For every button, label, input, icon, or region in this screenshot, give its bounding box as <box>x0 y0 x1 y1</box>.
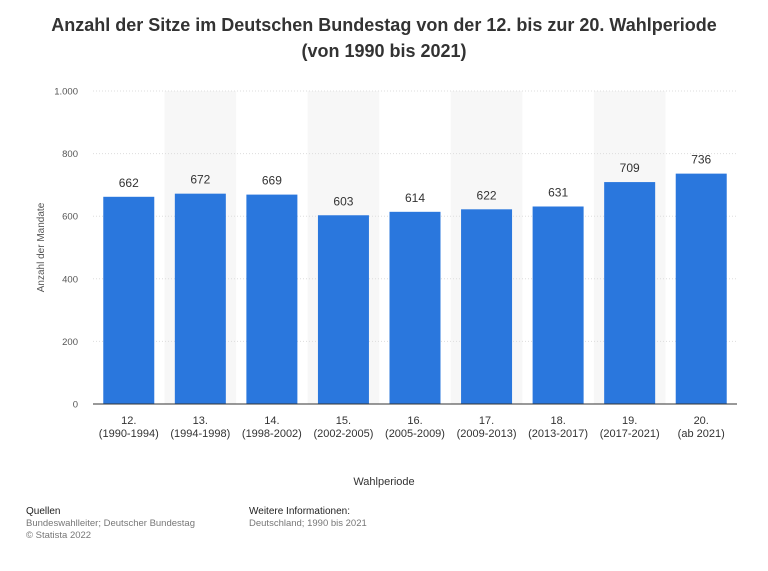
info-heading: Weitere Informationen: <box>249 506 350 517</box>
value-label: 622 <box>477 188 497 202</box>
sources-line: Bundeswahlleiter; Deutscher Bundestag <box>26 518 195 529</box>
x-tick-label: 17. (2009-2013) <box>457 415 517 440</box>
x-tick-label: 18. (2013-2017) <box>528 415 588 440</box>
bar <box>675 173 727 404</box>
value-labels: 662 672 669 603 614 622 631 709 736 <box>119 153 712 209</box>
y-axis-ticks: 0 200 400 600 800 1.000 <box>54 87 78 411</box>
sources-heading: Quellen <box>26 506 61 517</box>
copyright-line: © Statista 2022 <box>26 530 92 541</box>
value-label: 614 <box>405 191 425 205</box>
bar <box>389 211 441 404</box>
bar <box>532 206 584 404</box>
info-line: Deutschland; 1990 bis 2021 <box>249 518 367 529</box>
x-axis-ticks: 12. (1990-1994) 13. (1994-1998) 14. (1998-200… <box>99 415 725 440</box>
bar <box>604 182 656 404</box>
value-label: 662 <box>119 176 139 190</box>
x-tick-label: 15. (2002-2005) <box>313 415 373 440</box>
bar <box>103 196 155 404</box>
x-tick-label: 20. (ab 2021) <box>678 415 725 440</box>
y-tick-label: 600 <box>62 212 78 223</box>
x-tick-label: 13. (1994-1998) <box>170 415 230 440</box>
x-tick-label: 14. (1998-2002) <box>242 415 302 440</box>
y-tick-label: 1.000 <box>54 87 78 98</box>
bar <box>317 215 369 404</box>
bar <box>246 194 298 404</box>
x-axis-title: Wahlperiode <box>353 476 415 488</box>
y-tick-label: 200 <box>62 337 78 348</box>
bars <box>103 173 727 404</box>
y-tick-label: 400 <box>62 274 78 285</box>
bar <box>461 209 513 404</box>
bar <box>174 193 226 404</box>
y-axis-title: Anzahl der Mandate <box>36 202 47 292</box>
y-tick-label: 0 <box>73 400 78 411</box>
y-tick-label: 800 <box>62 149 78 160</box>
x-tick-label: 16. (2005-2009) <box>385 415 445 440</box>
x-tick-label: 12. (1990-1994) <box>99 415 159 440</box>
value-label: 631 <box>548 185 568 199</box>
value-label: 603 <box>333 194 353 208</box>
x-tick-label: 19. (2017-2021) <box>600 415 660 440</box>
chart-title: Anzahl der Sitze im Deutschen Bundestag … <box>51 15 717 61</box>
sources-block: Quellen Bundeswahlleiter; Deutscher Bund… <box>26 506 195 542</box>
value-label: 672 <box>190 173 210 187</box>
info-block: Weitere Informationen: Deutschland; 1990… <box>249 506 367 530</box>
value-label: 709 <box>620 161 640 175</box>
value-label: 736 <box>691 153 711 167</box>
value-label: 669 <box>262 174 282 188</box>
